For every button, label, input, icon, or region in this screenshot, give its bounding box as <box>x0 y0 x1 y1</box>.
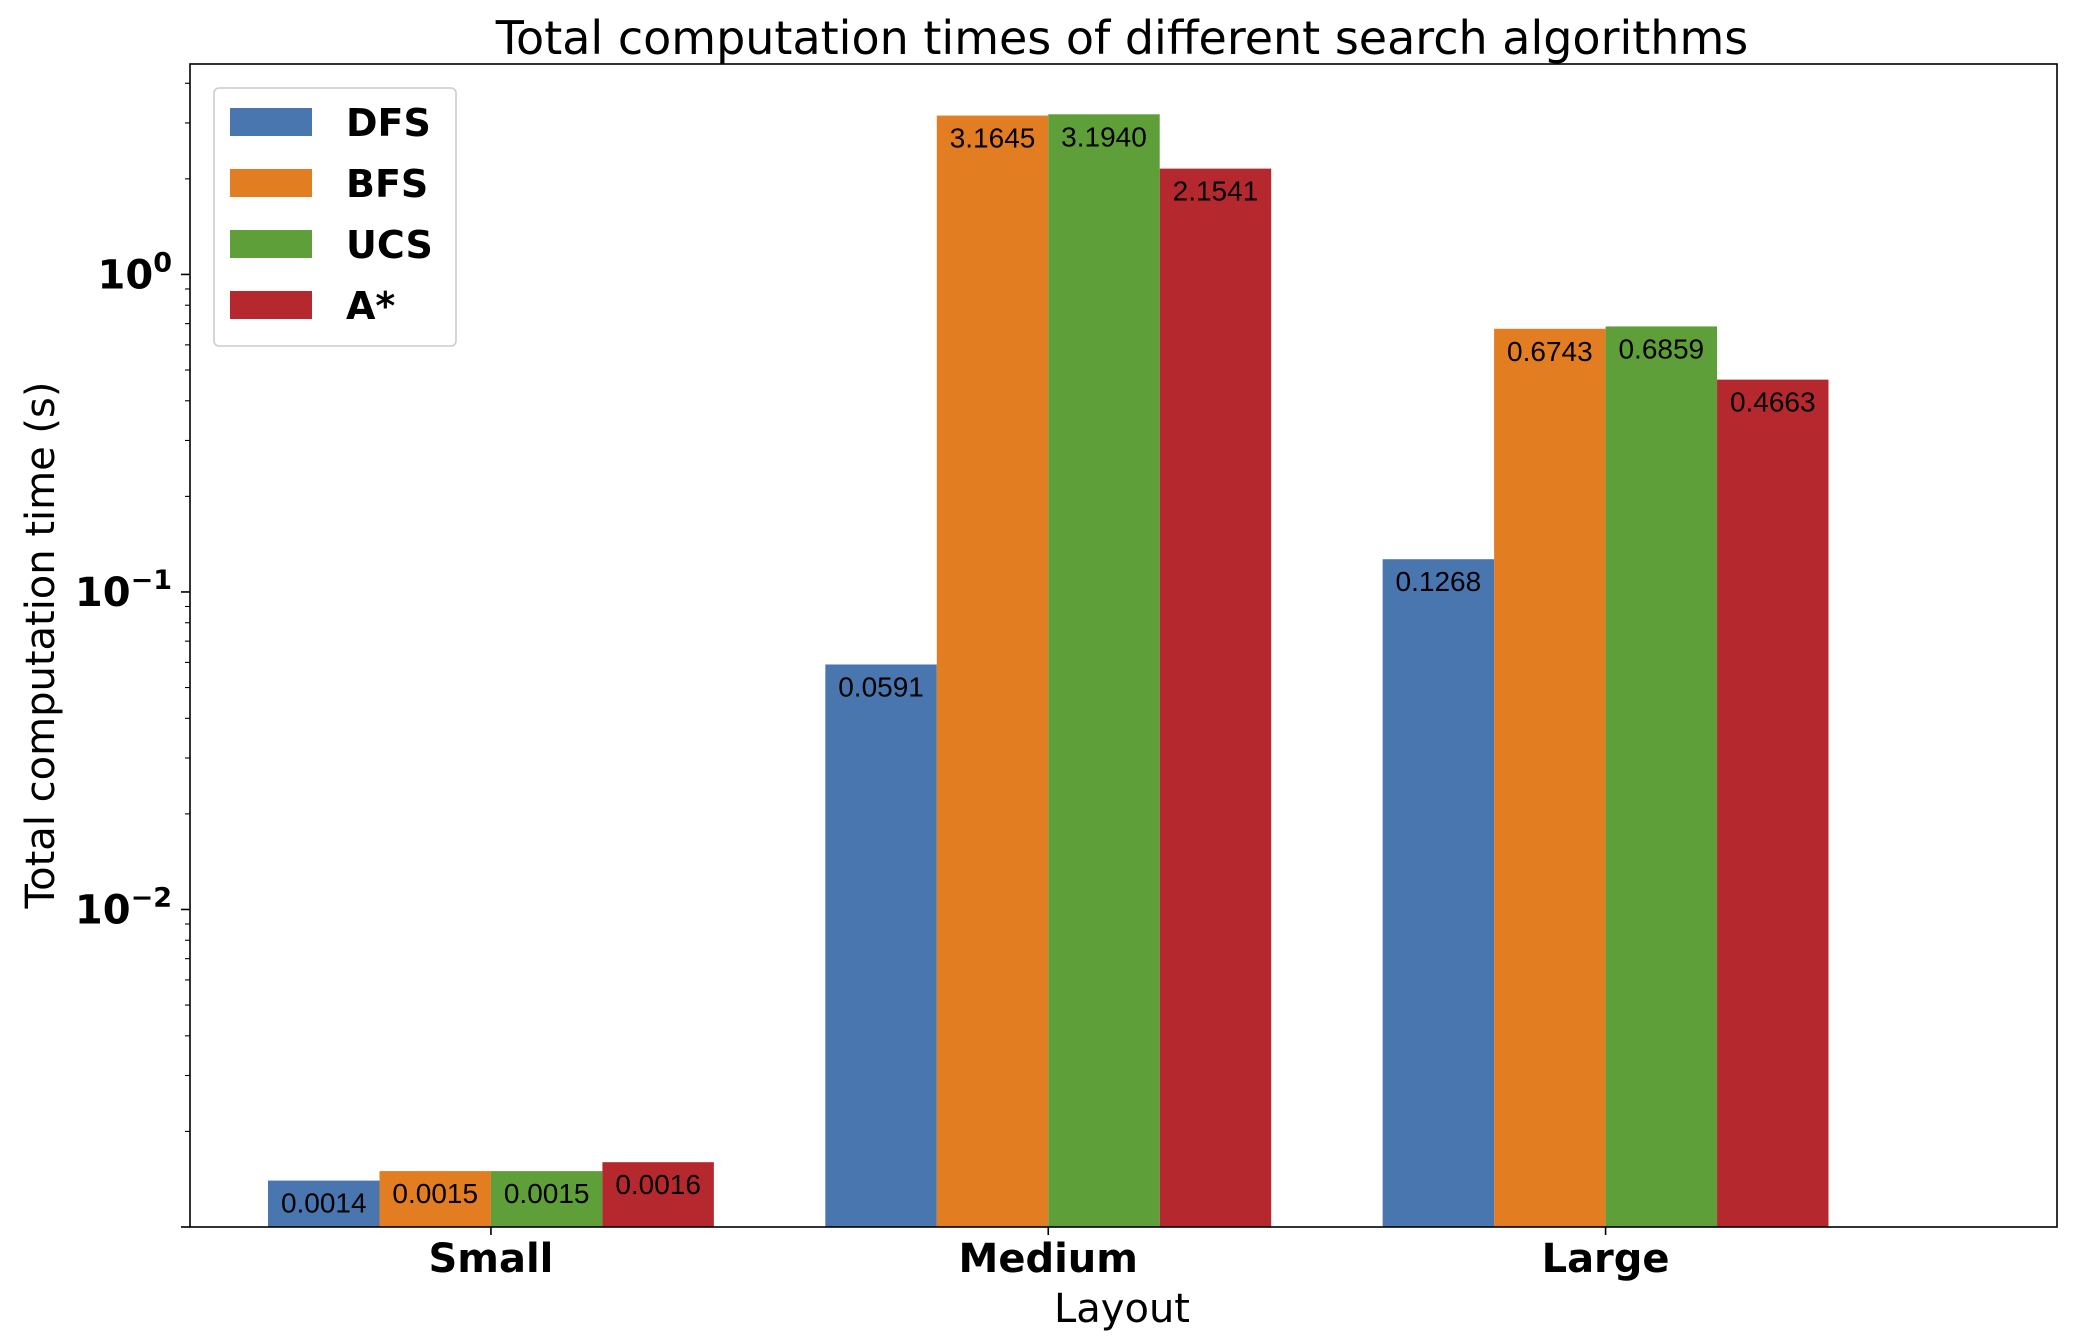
legend: DFS BFS UCS A* <box>213 87 457 347</box>
bar-medium-bfs <box>936 115 1049 1228</box>
plot-frame <box>189 63 2058 1228</box>
y-axis-label: Total computation time (s) <box>18 382 64 910</box>
bar-large-ucs <box>1605 326 1718 1227</box>
legend-label-a: A* <box>346 284 395 328</box>
bar-medium-dfs <box>825 664 937 1227</box>
y-tick-label: 100 <box>98 247 172 298</box>
legend-label-bfs: BFS <box>346 162 428 206</box>
bar-small-ucs <box>490 1171 603 1227</box>
bar-label-medium-bfs: 3.1645 <box>950 123 1036 154</box>
bar-label-medium-a: 2.1541 <box>1173 176 1259 207</box>
chart-title: Total computation times of different sea… <box>495 11 1748 65</box>
bar-label-large-bfs: 0.6743 <box>1507 336 1593 367</box>
legend-swatch-dfs <box>230 108 312 136</box>
x-tick-label: Large <box>1542 1236 1670 1282</box>
bar-large-dfs <box>1382 559 1495 1227</box>
bar-label-small-dfs: 0.0014 <box>281 1188 367 1219</box>
legend-frame <box>213 87 457 347</box>
bar-label-small-a: 0.0016 <box>615 1169 701 1200</box>
bar-label-large-ucs: 0.6859 <box>1618 333 1704 364</box>
x-axis-label: Layout <box>1054 1286 1190 1332</box>
bars <box>268 114 1829 1228</box>
x-tick-label: Small <box>428 1236 553 1282</box>
legend-swatch-a <box>230 291 312 319</box>
legend-swatch-ucs <box>230 230 312 258</box>
x-tick-label: Medium <box>959 1236 1138 1282</box>
bar-large-a <box>1717 379 1829 1227</box>
bar-medium-a <box>1159 168 1272 1227</box>
bar-labels: 0.0014 0.0015 0.0015 0.0016 0.0591 3.1645 3.19… <box>281 121 1816 1218</box>
bar-label-large-a: 0.4663 <box>1730 387 1816 418</box>
bar-medium-ucs <box>1048 114 1160 1227</box>
bar-label-small-ucs: 0.0015 <box>504 1178 590 1209</box>
bar-label-medium-dfs: 0.0591 <box>838 671 924 702</box>
bar-label-small-bfs: 0.0015 <box>392 1178 478 1209</box>
legend-label-dfs: DFS <box>346 101 431 145</box>
bar-label-large-dfs: 0.1268 <box>1396 566 1482 597</box>
bar-small-dfs <box>268 1180 380 1227</box>
bar-small-a <box>602 1162 714 1227</box>
bar-large-bfs <box>1494 328 1606 1227</box>
bar-small-bfs <box>379 1171 491 1227</box>
legend-swatch-bfs <box>230 169 312 197</box>
y-tick-label: 10−1 <box>75 565 172 616</box>
y-axis: 100 10−1 10−2 <box>75 82 190 1228</box>
bar-label-medium-ucs: 3.1940 <box>1061 121 1147 152</box>
legend-label-ucs: UCS <box>346 223 433 267</box>
y-tick-label: 10−2 <box>75 882 172 933</box>
x-axis: Small Medium Large <box>428 1227 1670 1282</box>
